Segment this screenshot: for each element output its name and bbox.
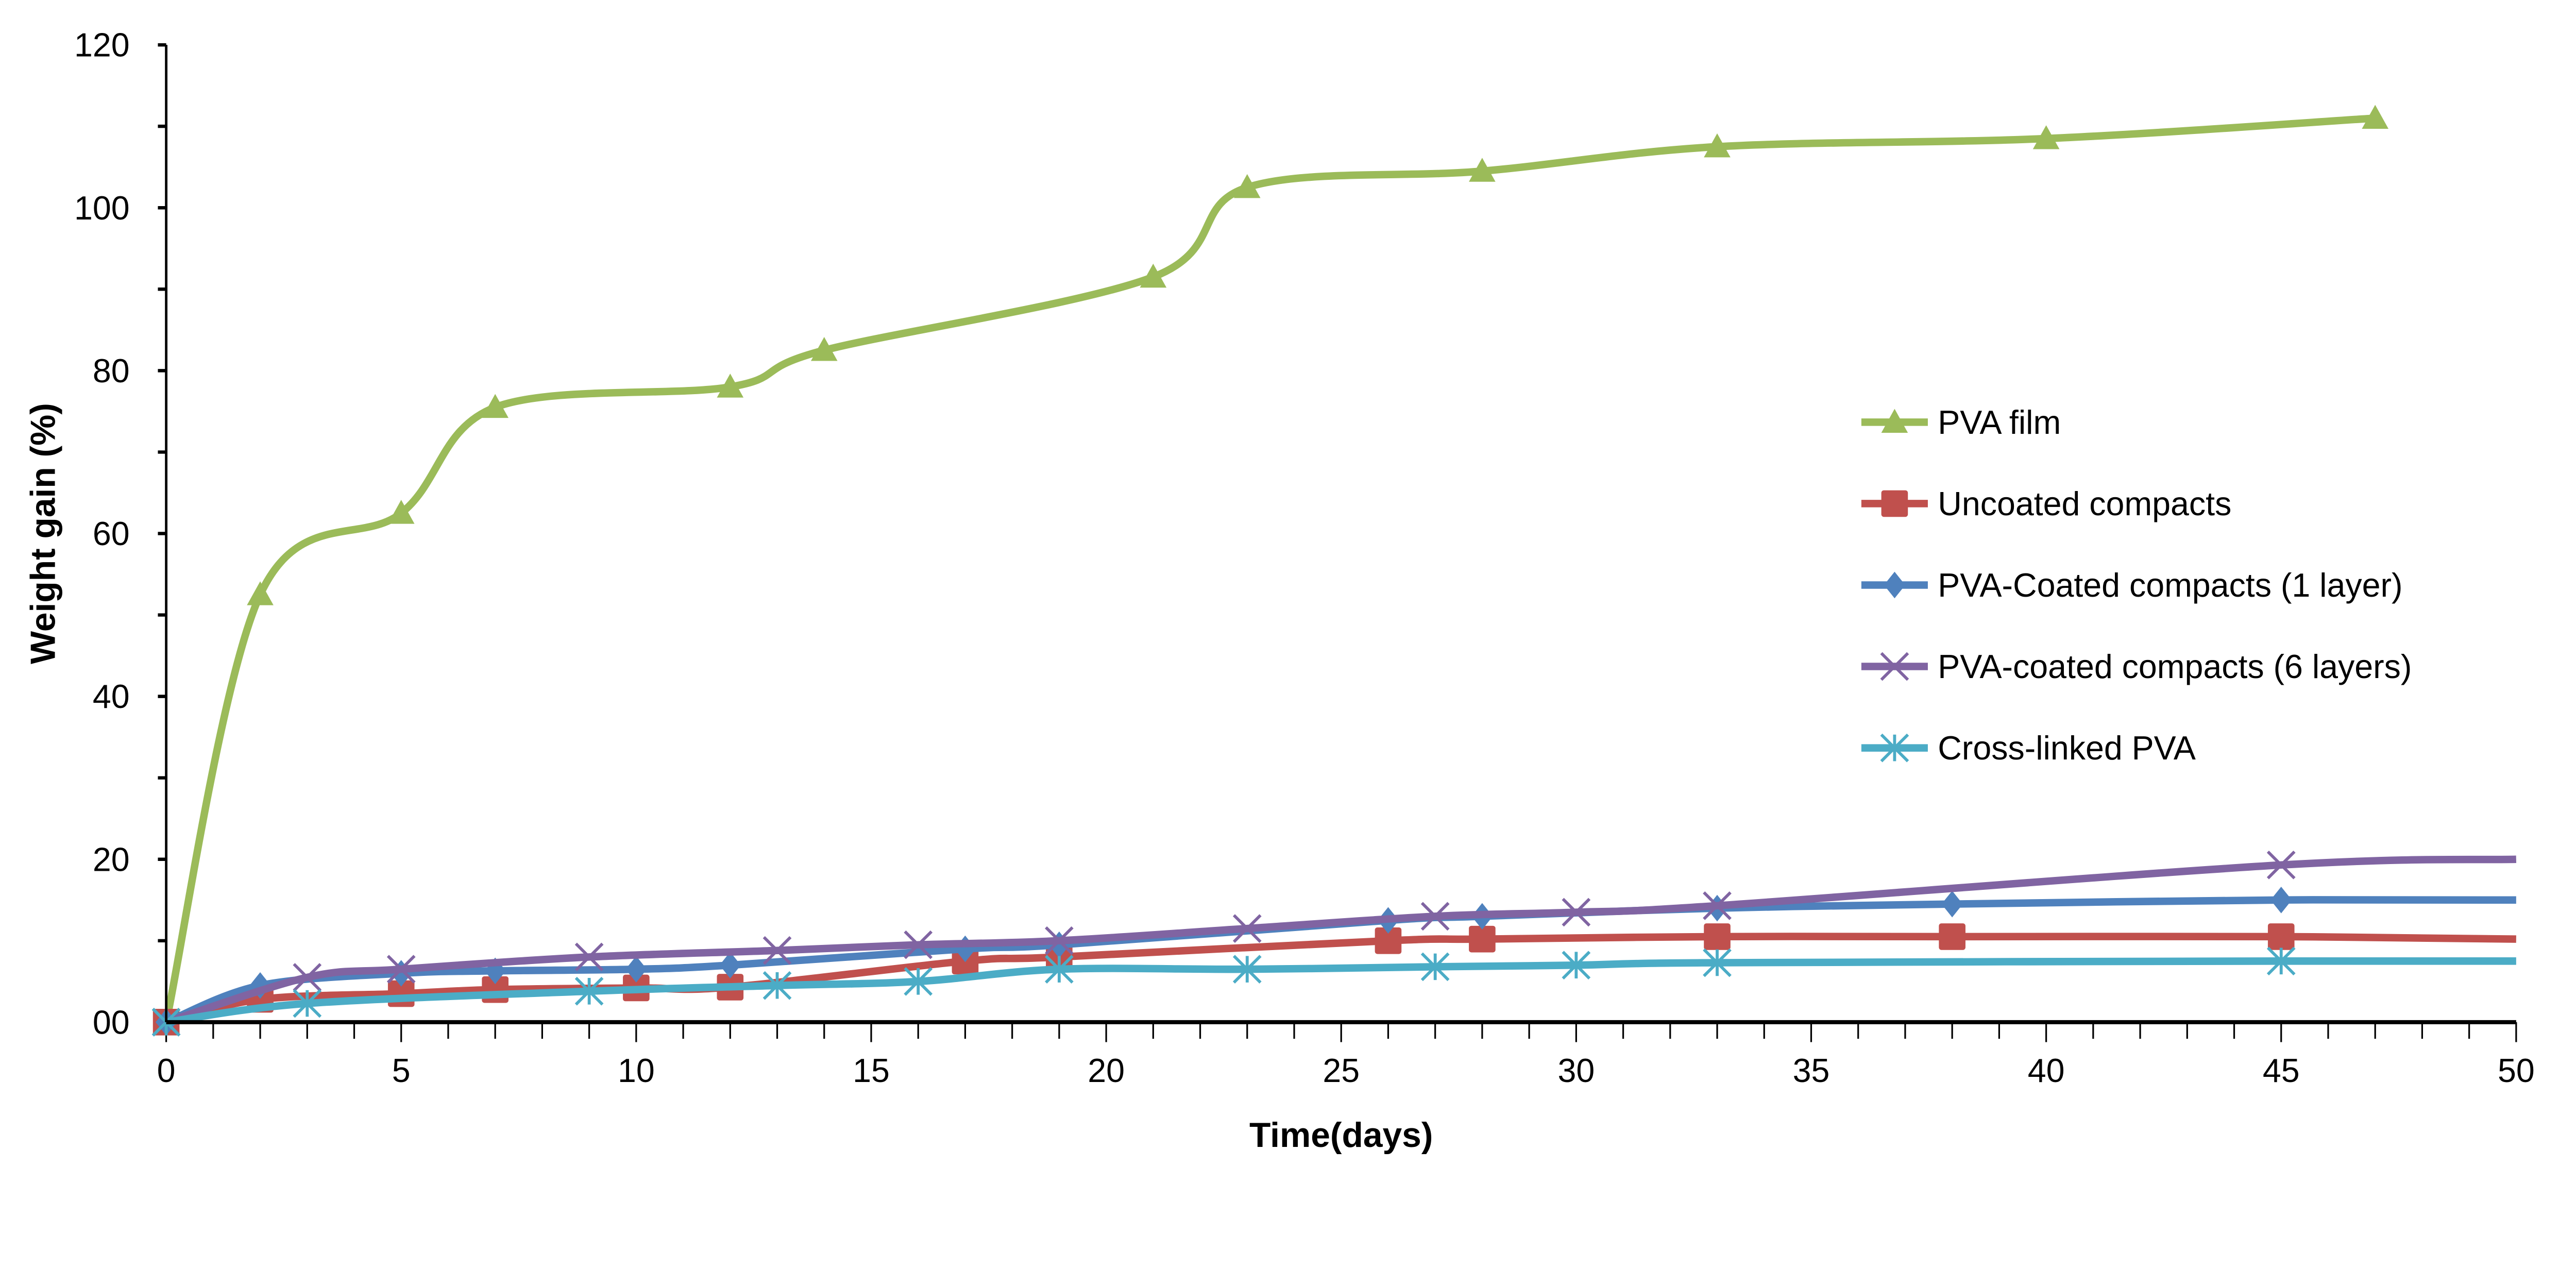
diamond-marker [1884,571,1906,599]
star-marker [2266,946,2296,976]
series-pva-coated-compacts-6-layers- [151,850,2517,1037]
y-tick-label: 20 [93,841,130,878]
x-marker [1232,914,1262,943]
legend-label: PVA-coated compacts (6 layers) [1938,648,2412,685]
series-line [165,855,2517,1026]
square-marker [1881,490,1908,517]
square-marker [1469,925,1496,953]
y-axis-label: Weight gain (%) [24,403,62,664]
star-marker [1420,952,1450,982]
triangle-marker [387,500,415,524]
legend-item: Cross-linked PVA [1861,730,2196,767]
y-tick-label: 120 [74,27,130,64]
star-marker [1703,948,1732,977]
x-marker [904,930,933,959]
star-marker [1232,955,1262,984]
x-tick-label: 35 [1793,1052,1830,1089]
triangle-marker [1140,263,1167,288]
y-tick-label: 60 [93,515,130,552]
legend-label: Uncoated compacts [1938,485,2231,522]
star-marker [293,989,322,1018]
square-marker [1939,923,1965,950]
line-chart: 0 5 10 15 20 25 30 35 40 45 50 00 20 40 60 80 100 120 Tim… [24,27,2535,1155]
x-tick-label: 20 [1088,1052,1125,1089]
y-tick-label: 100 [74,190,130,227]
triangle-marker [2362,105,2388,129]
square-marker [1704,923,1731,950]
x-tick-label: 15 [853,1052,890,1089]
series-uncoated-compacts [152,923,2516,1036]
star-marker [904,967,933,996]
x-axis-label: Time(days) [1249,1116,1433,1155]
x-marker [762,936,792,965]
x-tick-label: 10 [618,1052,655,1089]
x-tick-label: 0 [157,1052,176,1089]
star-marker [1880,733,1909,763]
y-tick-label: 00 [93,1004,130,1041]
x-marker [1420,902,1450,931]
x-tick-label: 5 [392,1052,411,1089]
triangle-marker [482,394,509,418]
star-marker [1562,951,1591,980]
star-marker [574,976,604,1006]
triangle-marker [247,581,274,605]
legend-item: PVA-Coated compacts (1 layer) [1861,567,2402,604]
triangle-marker [1881,409,1908,433]
legend-item: PVA film [1861,404,2061,441]
x-marker [2266,850,2296,880]
x-tick-label: 25 [1323,1052,1360,1089]
x-marker [1880,652,1909,681]
series-line [165,933,2516,1026]
legend-label: Cross-linked PVA [1938,730,2196,767]
star-marker [762,971,792,1000]
triangle-marker [717,374,744,398]
x-marker [574,942,604,972]
triangle-marker [1469,158,1496,182]
series-pva-film [152,105,2388,1033]
series-cross-linked-pva [151,946,2516,1037]
triangle-marker [810,337,838,361]
x-tick-label: 40 [2028,1052,2065,1089]
triangle-marker [1233,174,1261,198]
triangle-marker [2032,125,2060,149]
series-line [162,114,2376,1023]
y-tick-label: 80 [93,352,130,390]
triangle-marker [1704,133,1731,158]
legend-label: PVA film [1938,404,2061,441]
x-tick-label: 30 [1557,1052,1595,1089]
x-tick-label: 50 [2498,1052,2535,1089]
star-marker [1045,955,1074,984]
x-tick-label: 45 [2263,1052,2300,1089]
x-marker [293,963,322,992]
x-marker [386,955,416,984]
legend-label: PVA-Coated compacts (1 layer) [1938,567,2402,604]
legend: PVA film Uncoated compacts PVA-Coated comp… [1861,404,2412,767]
legend-item: PVA-coated compacts (6 layers) [1861,648,2412,685]
y-tick-label: 40 [93,678,130,715]
x-marker [1562,898,1591,927]
legend-item: Uncoated compacts [1861,485,2231,522]
x-marker [1703,891,1732,920]
square-marker [2267,923,2295,950]
diamond-marker [1941,890,1963,918]
square-marker [1375,927,1402,954]
x-marker [1045,926,1074,955]
diamond-marker [719,952,741,979]
diamond-marker [2270,886,2292,914]
series-line [165,957,2516,1026]
